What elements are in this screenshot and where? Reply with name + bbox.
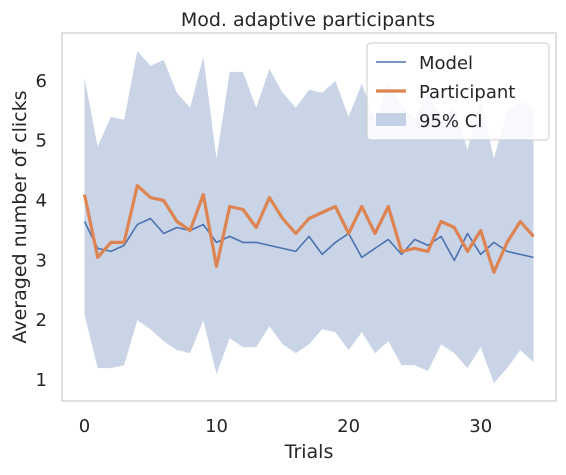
y-tick-label: 1 <box>36 370 47 391</box>
legend: Model Participant 95% CI <box>366 42 550 141</box>
model-line <box>83 217 534 262</box>
chart-title: Mod. adaptive participants <box>181 9 435 31</box>
x-axis: 0 10 20 30 <box>79 416 492 437</box>
participant-line <box>82 184 535 274</box>
x-axis-label: Trials <box>284 441 334 463</box>
x-tick-label: 10 <box>205 416 228 437</box>
y-axis: 1 2 3 4 5 6 <box>36 71 47 391</box>
y-tick-label: 6 <box>36 71 47 92</box>
y-tick-label: 3 <box>36 250 47 271</box>
y-tick-label: 5 <box>36 131 47 152</box>
legend-box <box>366 42 550 141</box>
x-tick-label: 20 <box>337 416 360 437</box>
legend-ci-swatch <box>376 113 406 126</box>
y-tick-label: 4 <box>36 191 47 212</box>
legend-participant-label: Participant <box>419 82 515 103</box>
x-tick-label: 30 <box>469 416 492 437</box>
y-tick-label: 2 <box>36 310 47 331</box>
x-tick-label: 0 <box>79 416 90 437</box>
y-axis-label: Averaged number of clicks <box>9 90 31 343</box>
legend-model-label: Model <box>419 53 473 74</box>
legend-ci-label: 95% CI <box>419 111 483 132</box>
